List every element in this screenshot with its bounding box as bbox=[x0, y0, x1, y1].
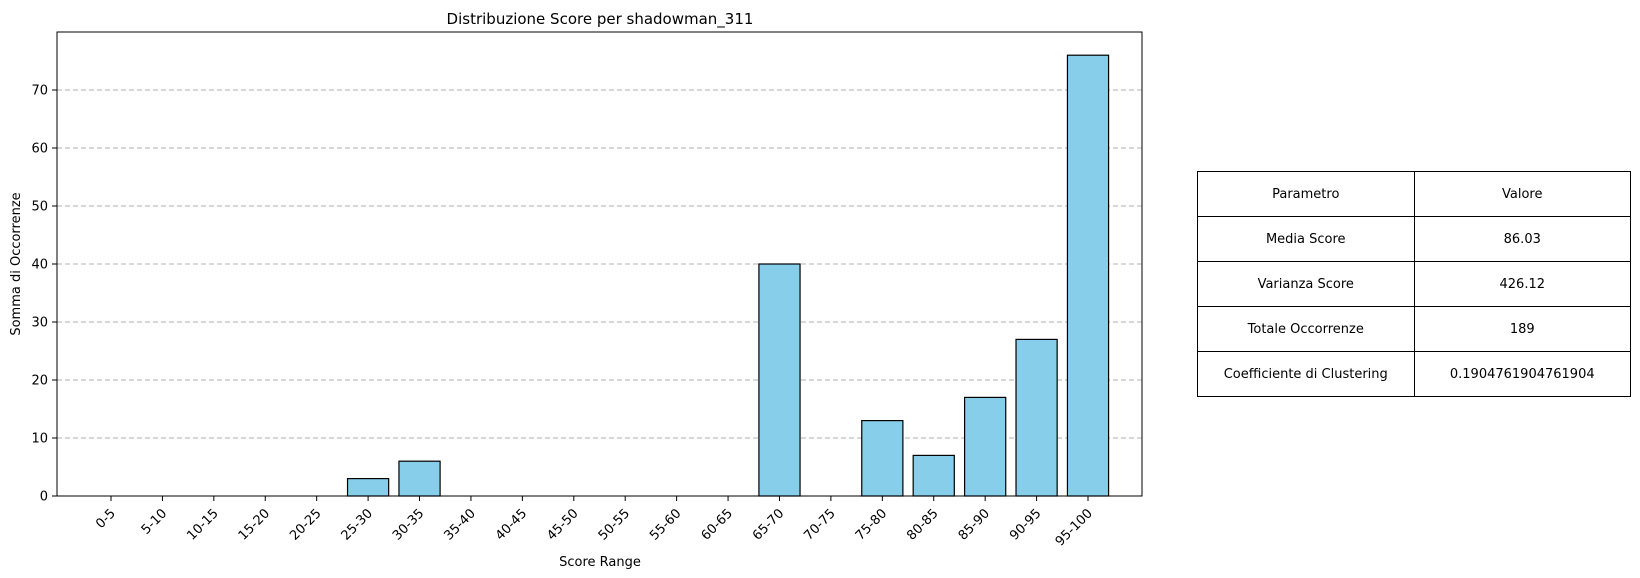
table-header-cell: Parametro bbox=[1197, 171, 1415, 217]
table-cell-param: Varianza Score bbox=[1197, 261, 1415, 307]
x-tick-label: 20-25 bbox=[287, 506, 324, 543]
x-tick-label: 10-15 bbox=[184, 506, 221, 543]
y-ticks: 0 10 20 30 40 50 60 70 bbox=[31, 84, 57, 505]
y-axis-label: Somma di Occorrenze bbox=[9, 192, 24, 335]
x-tick-label: 45-50 bbox=[544, 506, 581, 543]
x-tick-label: 95-100 bbox=[1053, 506, 1096, 549]
y-tick-label: 60 bbox=[31, 142, 48, 157]
bar-75-80 bbox=[861, 420, 904, 497]
grid-lines bbox=[57, 89, 1142, 497]
bar-30-35 bbox=[398, 460, 441, 497]
table-header-cell: Valore bbox=[1413, 171, 1631, 217]
x-tick-label: 60-65 bbox=[699, 506, 736, 543]
table-row: Totale Occorrenze 189 bbox=[1197, 306, 1631, 352]
x-tick-label: 75-80 bbox=[853, 506, 890, 543]
x-tick-label: 5-10 bbox=[139, 506, 170, 537]
table-row: Media Score 86.03 bbox=[1197, 216, 1631, 262]
table-row: Coefficiente di Clustering 0.19047619047… bbox=[1197, 351, 1631, 397]
bar-80-85 bbox=[912, 454, 955, 497]
table-header-row: Parametro Valore bbox=[1197, 171, 1631, 217]
y-tick-label: 70 bbox=[31, 84, 48, 99]
bar-65-70 bbox=[758, 263, 801, 497]
x-tick-label: 55-60 bbox=[647, 506, 684, 543]
y-tick-label: 40 bbox=[31, 258, 48, 273]
bar-25-30 bbox=[346, 478, 390, 497]
x-tick-label: 25-30 bbox=[339, 506, 376, 543]
table-cell-value: 189 bbox=[1413, 306, 1631, 352]
bar-95-100 bbox=[1066, 54, 1110, 497]
x-tick-label: 70-75 bbox=[801, 506, 838, 543]
table-cell-value: 0.1904761904761904 bbox=[1413, 351, 1631, 397]
bars bbox=[346, 54, 1110, 497]
y-tick-label: 30 bbox=[31, 316, 48, 331]
x-tick-label: 35-40 bbox=[441, 506, 478, 543]
bar-90-95 bbox=[1015, 338, 1058, 497]
y-tick-label: 10 bbox=[31, 432, 48, 447]
y-tick-label: 0 bbox=[40, 490, 48, 505]
table-cell-param: Totale Occorrenze bbox=[1197, 306, 1415, 352]
x-tick-label: 0-5 bbox=[93, 506, 119, 532]
x-tick-label: 80-85 bbox=[904, 506, 941, 543]
bar-chart: 0 10 20 30 40 50 60 70 0-5 5-10 10-15 15-20 20-25 25… bbox=[9, 10, 1143, 570]
table-cell-param: Media Score bbox=[1197, 216, 1415, 262]
x-tick-label: 15-20 bbox=[236, 506, 273, 543]
x-tick-label: 40-45 bbox=[493, 506, 530, 543]
stats-table: Parametro Valore Media Score 86.03 Varia… bbox=[1197, 171, 1631, 397]
x-tick-label: 65-70 bbox=[750, 506, 787, 543]
x-tick-label: 30-35 bbox=[390, 506, 427, 543]
y-tick-label: 20 bbox=[31, 374, 48, 389]
y-tick-label: 50 bbox=[31, 200, 48, 215]
chart-title: Distribuzione Score per shadowman_311 bbox=[447, 10, 754, 29]
table-cell-value: 86.03 bbox=[1413, 216, 1631, 262]
bar-85-90 bbox=[963, 396, 1007, 497]
x-tick-label: 85-90 bbox=[956, 506, 993, 543]
table-row: Varianza Score 426.12 bbox=[1197, 261, 1631, 307]
table-cell-param: Coefficiente di Clustering bbox=[1197, 351, 1415, 397]
table-cell-value: 426.12 bbox=[1413, 261, 1631, 307]
x-axis-label: Score Range bbox=[559, 555, 641, 570]
x-ticks: 0-5 5-10 10-15 15-20 20-25 25-30 30-35 35-40 40-… bbox=[93, 496, 1096, 549]
x-tick-label: 50-55 bbox=[596, 506, 633, 543]
x-tick-label: 90-95 bbox=[1007, 506, 1044, 543]
